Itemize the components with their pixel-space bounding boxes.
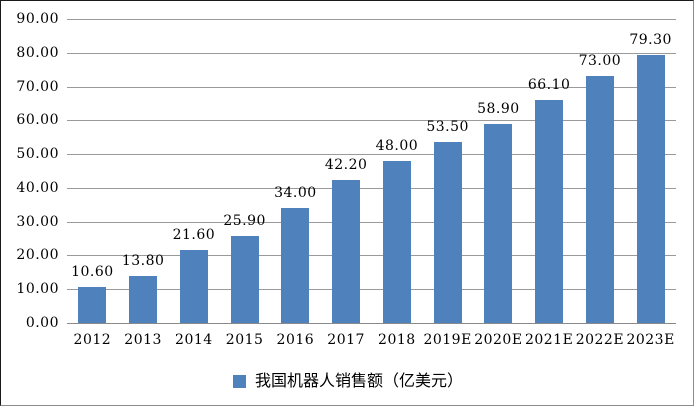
bar: [179, 250, 208, 323]
y-tick-label: 80.00: [16, 44, 59, 61]
x-axis-line: [67, 323, 676, 324]
y-tick-label: 90.00: [16, 11, 59, 27]
bar-value-label: 10.60: [71, 264, 114, 281]
legend-swatch-icon: [232, 374, 246, 388]
y-tick-label: 30.00: [16, 213, 59, 230]
y-tick-label: 50.00: [16, 146, 59, 163]
gridline: [67, 52, 676, 54]
x-tick-label: 2019E: [423, 332, 472, 348]
bar: [281, 208, 310, 323]
bar: [230, 235, 259, 323]
bar: [585, 76, 614, 323]
bar-value-label: 25.90: [223, 212, 266, 229]
x-tick-label: 2016: [276, 332, 315, 348]
x-tick-label: 2023E: [626, 332, 675, 348]
x-axis: 2012 2013 2014 2015 2016 2017 2018 2019E 2020E 20…: [67, 332, 676, 350]
gridline: [67, 120, 676, 122]
bar-value-label: 42.20: [324, 157, 368, 174]
bar-value-label: 58.90: [477, 101, 520, 118]
y-tick-label: 40.00: [16, 179, 59, 196]
x-tick-label: 2012: [73, 332, 112, 348]
bar-value-label: 48.00: [375, 137, 419, 154]
bar: [382, 160, 411, 323]
bar: [129, 276, 158, 323]
plot-area: 10.60 13.80 21.60 25.90 34.00 42.20 48.00 53.50…: [67, 19, 676, 324]
bar-value-label: 21.60: [172, 227, 216, 244]
bar-value-label: 53.50: [426, 119, 469, 136]
x-tick-label: 2013: [124, 332, 162, 348]
y-tick-label: 70.00: [16, 78, 59, 95]
bar: [636, 55, 665, 323]
bar-value-label: 34.00: [274, 185, 317, 202]
gridline: [67, 154, 676, 156]
bar: [332, 180, 361, 323]
x-tick-label: 2015: [225, 332, 264, 348]
bar: [78, 287, 107, 323]
bar: [433, 142, 462, 323]
bar-value-label: 79.30: [629, 32, 672, 49]
bar: [484, 124, 513, 323]
x-tick-label: 2018: [378, 332, 416, 348]
x-tick-label: 2017: [327, 332, 365, 348]
bars-group: 10.60 13.80 21.60 25.90 34.00 42.20 48.00 53.50…: [67, 19, 676, 323]
x-tick-label: 2022E: [575, 332, 625, 348]
legend-label: 我国机器人销售额（亿美元）: [254, 371, 463, 390]
y-tick-label: 10.00: [16, 281, 59, 298]
gridline: [67, 19, 676, 20]
x-tick-label: 2020E: [474, 332, 523, 348]
y-axis: 90.00 80.00 70.00 60.00 50.00 40.00 30.00 20.00…: [5, 12, 59, 330]
gridline: [67, 221, 676, 223]
y-tick-label: 0.00: [25, 315, 59, 331]
bar-value-label: 13.80: [121, 253, 165, 270]
gridline: [67, 187, 676, 189]
y-tick-label: 20.00: [16, 247, 59, 264]
gridline: [67, 289, 676, 291]
legend: 我国机器人销售额（亿美元）: [1, 371, 693, 391]
gridline: [67, 86, 676, 88]
bar-value-label: 66.10: [527, 76, 571, 93]
bar: [535, 99, 564, 323]
gridline: [67, 255, 676, 257]
x-tick-label: 2021E: [524, 332, 574, 348]
y-tick-label: 60.00: [16, 112, 59, 129]
bar-value-label: 73.00: [578, 53, 622, 70]
x-tick-label: 2014: [175, 332, 213, 348]
